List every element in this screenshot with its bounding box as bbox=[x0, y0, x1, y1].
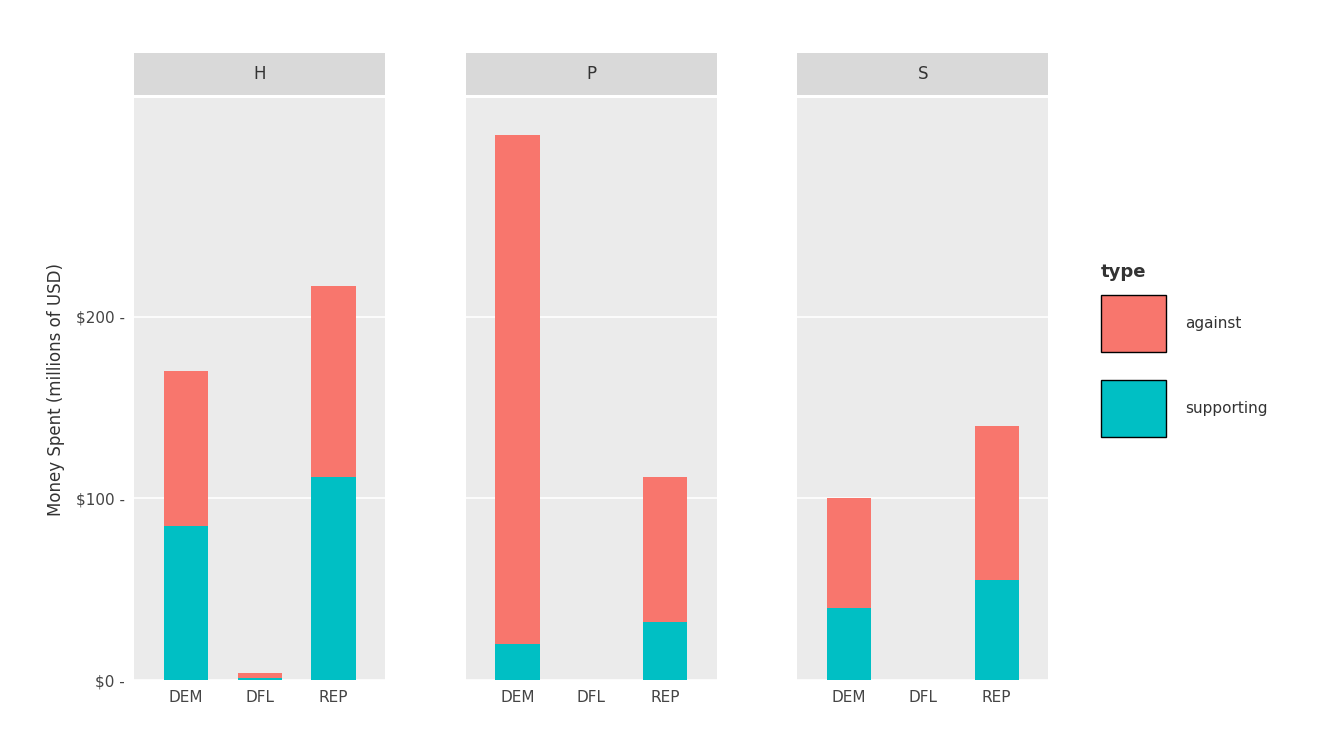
Bar bbox=[496, 644, 540, 680]
Bar bbox=[827, 608, 871, 680]
Text: against: against bbox=[1185, 316, 1242, 331]
Bar bbox=[238, 673, 282, 677]
Bar bbox=[642, 477, 687, 622]
Bar bbox=[312, 476, 356, 680]
FancyBboxPatch shape bbox=[1101, 295, 1167, 352]
Text: supporting: supporting bbox=[1185, 401, 1267, 416]
Bar bbox=[164, 525, 208, 680]
Bar bbox=[238, 677, 282, 680]
Text: P: P bbox=[586, 65, 597, 82]
Bar bbox=[974, 581, 1019, 680]
Bar bbox=[164, 371, 208, 525]
Bar bbox=[496, 135, 540, 644]
Text: S: S bbox=[918, 65, 929, 82]
Bar bbox=[312, 286, 356, 476]
Bar bbox=[827, 498, 871, 608]
Text: type: type bbox=[1101, 263, 1146, 281]
Bar bbox=[642, 622, 687, 680]
Bar bbox=[974, 426, 1019, 581]
Y-axis label: Money Spent (millions of USD): Money Spent (millions of USD) bbox=[47, 263, 65, 516]
Text: H: H bbox=[254, 65, 266, 82]
FancyBboxPatch shape bbox=[1101, 380, 1167, 437]
